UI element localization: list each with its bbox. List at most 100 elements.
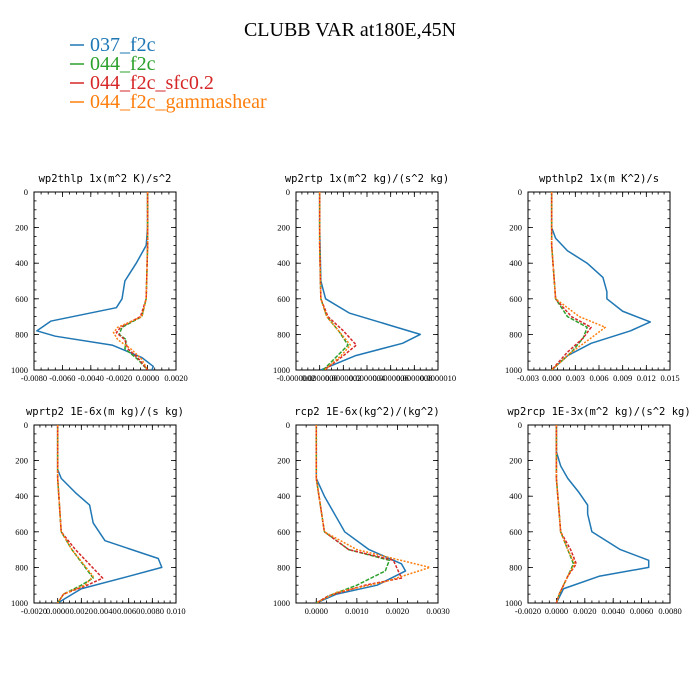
y-tick-label: 800 bbox=[509, 329, 522, 339]
legend-label: 037_f2c bbox=[90, 34, 156, 56]
series-line-2 bbox=[315, 425, 391, 603]
panel-title: wp2thlp 1x(m^2 K)/s^2 bbox=[39, 173, 172, 185]
panel-6: wp2rcp 1E-3x(m^2 kg)/(s^2 kg) 0 200 400 600 8… bbox=[505, 406, 691, 616]
y-tick-label: 200 bbox=[277, 456, 290, 466]
y-tick-label: 0 bbox=[286, 187, 290, 197]
x-tick-label: 0.0000002 bbox=[325, 373, 361, 383]
panel-title: wp2rtp 1x(m^2 kg)/(s^2 kg) bbox=[285, 173, 449, 185]
series-line-2 bbox=[318, 192, 349, 370]
series-line-3 bbox=[318, 192, 358, 370]
series-group bbox=[56, 425, 163, 603]
plot-frame bbox=[295, 191, 439, 371]
x-tick-label: 0.010 bbox=[166, 606, 185, 616]
x-tick-label: 0.0060 bbox=[117, 606, 140, 616]
y-tick-label: 400 bbox=[15, 491, 28, 501]
panel-title: rcp2 1E-6x(kg^2)/(kg^2) bbox=[294, 406, 439, 418]
y-tick-label: 600 bbox=[509, 527, 522, 537]
y-tick-label: 600 bbox=[15, 294, 28, 304]
series-group bbox=[555, 425, 650, 603]
y-tick-label: 800 bbox=[15, 329, 28, 339]
panels: wp2thlp 1x(m^2 K)/s^202004006008001000-0… bbox=[11, 173, 691, 616]
series-line-3 bbox=[550, 192, 592, 370]
y-tick-label: 200 bbox=[15, 223, 28, 233]
x-tick-label: 0.0000 bbox=[136, 373, 159, 383]
series-line-3 bbox=[555, 425, 578, 603]
panel-1: wp2thlp 1x(m^2 K)/s^202004006008001000-0… bbox=[11, 173, 188, 383]
x-tick-label: -0.003 bbox=[517, 373, 539, 383]
x-tick-label: 0.0000 bbox=[545, 606, 568, 616]
series-group bbox=[315, 425, 431, 603]
y-tick-label: 600 bbox=[277, 527, 290, 537]
panel-4: wprtp2 1E-6x(m kg)/(s kg) 0 200 400 600 800 10… bbox=[11, 406, 186, 616]
y-tick-label: 800 bbox=[15, 562, 28, 572]
y-tick-label: 1000 bbox=[11, 365, 28, 375]
y-tick-label: 400 bbox=[277, 258, 290, 268]
x-tick-label: 0.0040 bbox=[602, 606, 625, 616]
series-line-4 bbox=[112, 192, 149, 370]
series-line-3 bbox=[315, 425, 403, 603]
series-group bbox=[36, 192, 155, 370]
x-tick-label: 0.0000 bbox=[46, 606, 69, 616]
y-tick-label: 800 bbox=[277, 562, 290, 572]
y-tick-label: 0 bbox=[24, 420, 28, 430]
y-tick-label: 200 bbox=[509, 456, 522, 466]
y-tick-label: 0 bbox=[286, 420, 290, 430]
x-tick-label: 0.009 bbox=[613, 373, 632, 383]
y-tick-label: 1000 bbox=[273, 365, 290, 375]
panel-3: wpthlp2 1x(m K^2)/s 0 200 400 600 800 1000-0.0… bbox=[505, 173, 680, 383]
x-tick-label: 0.0020 bbox=[164, 373, 187, 383]
panel-2: wp2rtp 1x(m^2 kg)/(s^2 kg) 0 200 400 600 800 1… bbox=[273, 173, 456, 383]
x-tick-label: 0.0000008 bbox=[396, 373, 432, 383]
series-line-2 bbox=[550, 192, 588, 370]
x-tick-label: 0.0000 bbox=[305, 606, 328, 616]
panel-title: wp2rcp 1E-3x(m^2 kg)/(s^2 kg) bbox=[507, 406, 690, 418]
y-tick-label: 400 bbox=[509, 491, 522, 501]
plot-frame bbox=[527, 191, 671, 371]
series-line-1 bbox=[36, 192, 155, 370]
y-tick-label: 0 bbox=[518, 420, 522, 430]
x-tick-label: 0.0020 bbox=[573, 606, 596, 616]
x-tick-label: 0.0020 bbox=[70, 606, 93, 616]
x-tick-label: -0.0060 bbox=[49, 373, 75, 383]
series-group bbox=[318, 192, 421, 370]
series-line-1 bbox=[56, 425, 163, 603]
y-tick-label: 800 bbox=[509, 562, 522, 572]
y-tick-label: 200 bbox=[509, 223, 522, 233]
y-tick-label: 600 bbox=[509, 294, 522, 304]
x-tick-label: 0.0080 bbox=[141, 606, 164, 616]
x-tick-label: -0.0000002 bbox=[277, 373, 316, 383]
y-tick-label: 400 bbox=[15, 258, 28, 268]
series-line-2 bbox=[118, 192, 149, 370]
series-line-4 bbox=[318, 192, 352, 370]
x-tick-label: -0.0080 bbox=[21, 373, 47, 383]
x-tick-label: 0.003 bbox=[566, 373, 585, 383]
x-tick-label: -0.0040 bbox=[78, 373, 104, 383]
series-line-2 bbox=[56, 425, 94, 603]
legend: 037_f2c044_f2c044_f2c_sfc0.2044_f2c_gamm… bbox=[70, 34, 267, 113]
x-tick-label: -0.0020 bbox=[21, 606, 47, 616]
x-tick-label: 0.012 bbox=[637, 373, 656, 383]
series-line-3 bbox=[56, 425, 104, 603]
legend-label: 044_f2c bbox=[90, 53, 156, 75]
y-tick-label: 0 bbox=[24, 187, 28, 197]
y-tick-label: 600 bbox=[15, 527, 28, 537]
x-tick-label: 0.0000006 bbox=[373, 373, 409, 383]
x-tick-label: 0.0010 bbox=[345, 606, 368, 616]
x-tick-label: 0.0080 bbox=[658, 606, 681, 616]
legend-label: 044_f2c_sfc0.2 bbox=[90, 72, 214, 94]
panel-title: wpthlp2 1x(m K^2)/s bbox=[539, 173, 659, 185]
panel-5: rcp2 1E-6x(kg^2)/(kg^2) 0 200 400 600 800 1000… bbox=[273, 406, 450, 616]
x-tick-label: 0.0000004 bbox=[349, 373, 386, 383]
y-tick-label: 1000 bbox=[505, 598, 522, 608]
figure-title: CLUBB VAR at180E,45N bbox=[244, 19, 456, 41]
x-tick-label: 0.0000000 bbox=[302, 373, 338, 383]
y-tick-label: 600 bbox=[277, 294, 290, 304]
plot-frame bbox=[295, 424, 439, 604]
x-tick-label: 0.0060 bbox=[630, 606, 653, 616]
series-line-1 bbox=[318, 192, 421, 370]
x-tick-label: 0.015 bbox=[660, 373, 679, 383]
series-group bbox=[550, 192, 652, 370]
y-tick-label: 200 bbox=[15, 456, 28, 466]
x-tick-label: 0.0000010 bbox=[420, 373, 456, 383]
